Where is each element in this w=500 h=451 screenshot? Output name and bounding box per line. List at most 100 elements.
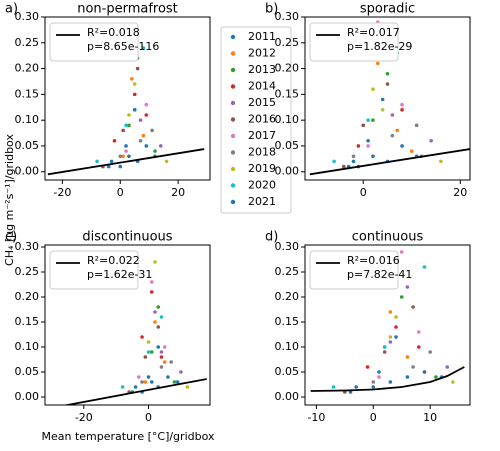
fit-line xyxy=(47,148,205,176)
point xyxy=(144,102,149,107)
y-tick-label: 0.05 xyxy=(15,139,40,152)
point xyxy=(428,350,432,354)
point xyxy=(400,108,404,112)
y-tick-label: 0.10 xyxy=(275,113,300,126)
point xyxy=(365,365,370,369)
point xyxy=(388,310,393,314)
point xyxy=(140,380,144,384)
panel-title: continuous xyxy=(352,230,424,245)
point xyxy=(400,102,404,107)
axes-frame xyxy=(304,16,471,181)
panel-title: non-permafrost xyxy=(77,2,178,17)
x-tick-label: -10 xyxy=(307,411,325,424)
point xyxy=(332,159,336,164)
point xyxy=(106,164,111,169)
legend-marker xyxy=(230,84,236,89)
point xyxy=(394,335,398,339)
point xyxy=(153,149,157,153)
point xyxy=(371,385,376,389)
point xyxy=(162,345,167,349)
point xyxy=(140,335,144,339)
y-tick-label: 0.15 xyxy=(275,87,300,100)
point xyxy=(416,330,421,334)
y-tick-label: 0.30 xyxy=(275,240,300,253)
point xyxy=(112,138,117,143)
x-tick-label: 20 xyxy=(171,186,185,199)
point xyxy=(135,66,140,71)
legend-box xyxy=(220,26,292,214)
point xyxy=(371,87,375,92)
point xyxy=(429,138,433,143)
point xyxy=(399,295,404,299)
point xyxy=(400,144,404,148)
y-tick-label: 0.05 xyxy=(15,365,40,378)
point xyxy=(351,159,356,164)
legend-marker xyxy=(230,133,236,139)
x-tick-label: 0 xyxy=(117,186,124,199)
point xyxy=(132,82,137,86)
point xyxy=(143,355,148,359)
point xyxy=(146,340,151,344)
point xyxy=(121,154,125,159)
panel-label: a) xyxy=(5,2,18,17)
fit-legend-text: p=1.82e-29 xyxy=(347,40,412,53)
axes-frame xyxy=(44,16,211,181)
point xyxy=(132,108,137,112)
point xyxy=(434,375,438,379)
y-tick-label: 0.25 xyxy=(15,265,40,278)
point xyxy=(451,380,455,384)
point xyxy=(159,315,164,319)
point xyxy=(399,250,404,254)
axes-frame xyxy=(44,244,211,406)
point xyxy=(331,385,336,389)
point xyxy=(175,380,180,384)
legend-marker xyxy=(230,199,236,205)
point xyxy=(371,118,375,122)
axes-frame xyxy=(304,244,471,406)
x-tick-label: -20 xyxy=(53,186,71,199)
point xyxy=(388,380,393,384)
legend-label: 2012 xyxy=(248,47,276,60)
point xyxy=(380,97,385,102)
legend-marker xyxy=(230,51,236,56)
y-tick-label: 0.20 xyxy=(15,290,40,303)
point xyxy=(394,325,398,329)
x-tick-label: 10 xyxy=(423,411,437,424)
point xyxy=(356,144,361,148)
legend-label: 2020 xyxy=(248,179,276,192)
point xyxy=(162,360,167,364)
point xyxy=(141,46,146,50)
point xyxy=(109,159,114,164)
point xyxy=(127,113,131,117)
point xyxy=(172,380,177,384)
point xyxy=(411,365,415,369)
y-tick-label: 0.20 xyxy=(15,62,40,75)
fit-legend-text: p=1.62e-31 xyxy=(87,268,152,281)
point xyxy=(95,159,99,164)
y-tick-label: 0.00 xyxy=(15,390,40,403)
point xyxy=(390,113,395,117)
legend-marker xyxy=(230,183,236,188)
point xyxy=(445,365,450,369)
x-axis-label: Mean temperature [°C]/gridbox xyxy=(41,430,214,443)
fit-legend-text: R²=0.022 xyxy=(87,254,140,267)
legend-marker xyxy=(230,166,236,172)
y-tick-label: 0.15 xyxy=(15,315,40,328)
y-tick-label: 0.05 xyxy=(275,139,300,152)
legend-marker xyxy=(230,117,236,122)
y-tick-label: 0.10 xyxy=(15,113,40,126)
point xyxy=(351,154,356,159)
point xyxy=(405,285,410,289)
legend-label: 2013 xyxy=(248,63,276,76)
point xyxy=(395,128,400,133)
point xyxy=(366,144,370,148)
point xyxy=(422,370,427,374)
point xyxy=(118,154,123,159)
point xyxy=(149,280,154,284)
point xyxy=(371,154,375,159)
point xyxy=(138,138,143,143)
point xyxy=(439,159,443,164)
legend-label: 2018 xyxy=(248,146,276,159)
y-tick-label: 0.30 xyxy=(15,10,40,23)
legend-marker xyxy=(230,150,236,155)
